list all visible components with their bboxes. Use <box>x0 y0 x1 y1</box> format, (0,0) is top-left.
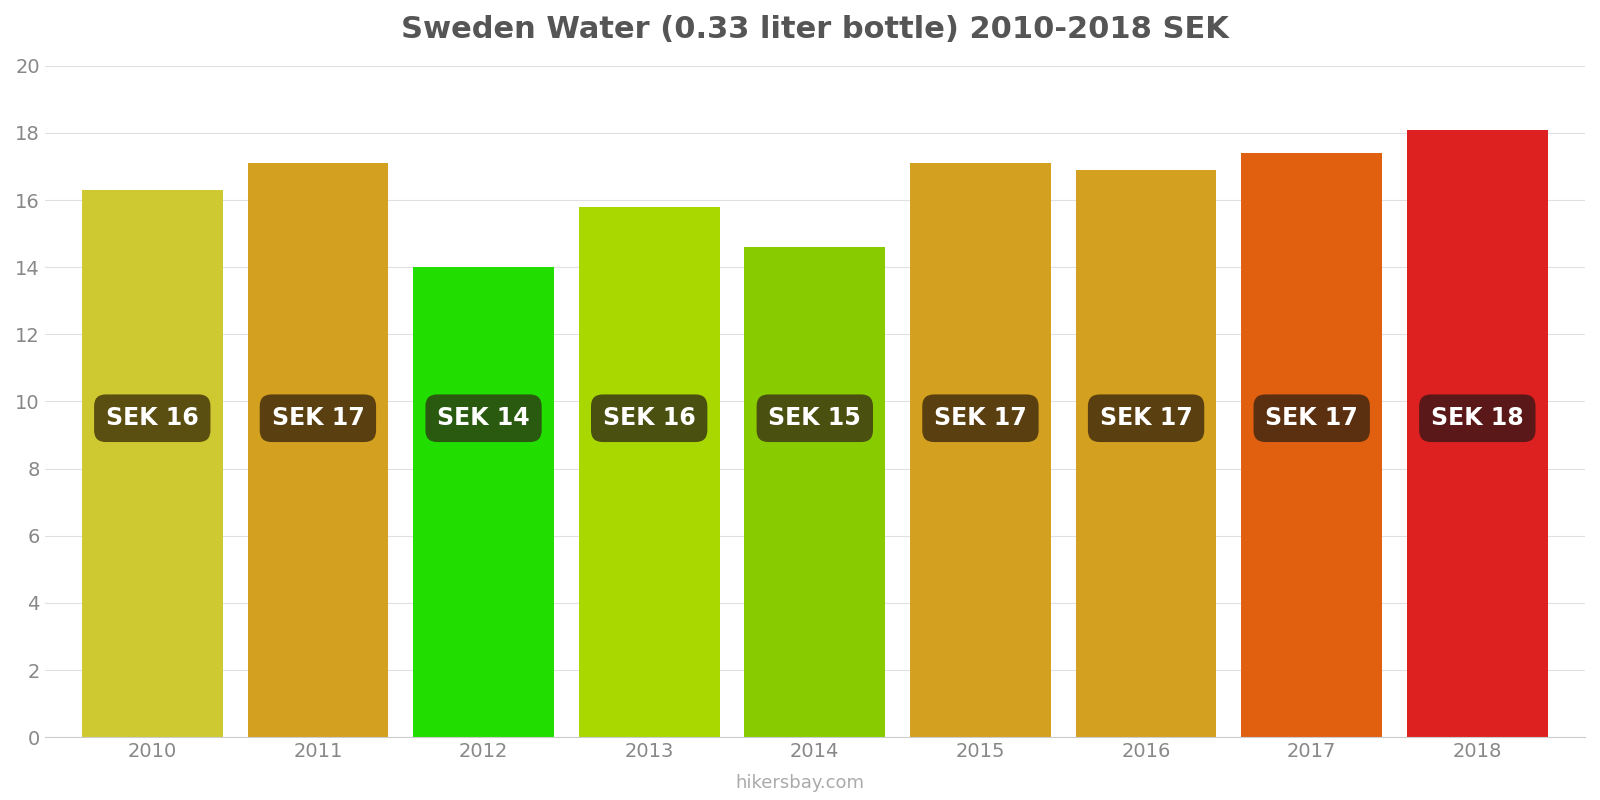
Text: SEK 16: SEK 16 <box>603 406 696 430</box>
Text: SEK 17: SEK 17 <box>1266 406 1358 430</box>
Text: SEK 17: SEK 17 <box>1099 406 1192 430</box>
Text: SEK 15: SEK 15 <box>768 406 861 430</box>
Text: SEK 16: SEK 16 <box>106 406 198 430</box>
Text: SEK 17: SEK 17 <box>934 406 1027 430</box>
Bar <box>744 247 885 737</box>
Bar <box>1075 170 1216 737</box>
Text: SEK 14: SEK 14 <box>437 406 530 430</box>
Text: SEK 18: SEK 18 <box>1430 406 1523 430</box>
Title: Sweden Water (0.33 liter bottle) 2010-2018 SEK: Sweden Water (0.33 liter bottle) 2010-20… <box>402 15 1229 44</box>
Bar <box>248 163 389 737</box>
Text: hikersbay.com: hikersbay.com <box>736 774 864 792</box>
Bar <box>1406 130 1547 737</box>
Bar <box>413 267 554 737</box>
Text: SEK 17: SEK 17 <box>272 406 365 430</box>
Bar <box>910 163 1051 737</box>
Bar <box>82 190 222 737</box>
Bar <box>1242 153 1382 737</box>
Bar <box>579 206 720 737</box>
